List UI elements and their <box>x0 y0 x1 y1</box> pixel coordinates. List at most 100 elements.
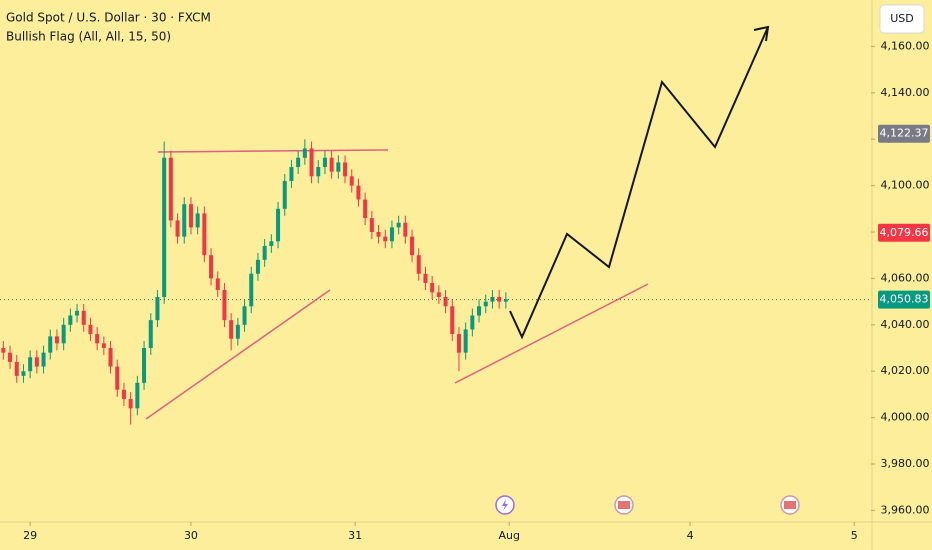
candle-body <box>255 259 260 274</box>
y-tick-label: 4,100.00 <box>881 179 930 192</box>
price-label: 4,050.83 <box>880 293 929 306</box>
candle-body <box>363 199 368 219</box>
candle-body <box>443 296 448 307</box>
candle-body <box>209 255 214 279</box>
price-label-box <box>878 290 930 309</box>
y-tick-label: 4,140.00 <box>881 86 930 99</box>
candle-body <box>61 324 66 344</box>
candle-body <box>356 185 361 200</box>
x-tick-label: 29 <box>23 529 37 542</box>
candle-body <box>289 167 294 181</box>
candle-body <box>108 348 113 367</box>
candle-body <box>376 232 381 237</box>
y-tick-label: 4,000.00 <box>881 411 930 424</box>
candle-body <box>262 245 267 260</box>
y-tick-label: 4,060.00 <box>881 271 930 284</box>
candle-body <box>497 296 502 302</box>
candle-body <box>235 324 240 339</box>
candle-body <box>336 162 341 172</box>
support-line <box>145 289 331 420</box>
candle-body <box>302 148 307 158</box>
candle-body <box>21 371 26 376</box>
projection-path <box>509 26 769 340</box>
candle-body <box>296 157 301 168</box>
candle-body <box>329 157 334 172</box>
candle-body <box>269 241 274 246</box>
candle-body <box>188 204 193 228</box>
candle-body <box>410 236 415 256</box>
candle-body <box>162 157 167 297</box>
projection-arrowhead <box>753 25 770 42</box>
candle-body <box>477 306 482 316</box>
candle-body <box>383 236 388 242</box>
candle-body <box>249 273 254 307</box>
plot <box>1 139 508 425</box>
candle-body <box>369 218 374 232</box>
event-flag <box>618 501 630 509</box>
x-tick-label: 5 <box>851 529 858 542</box>
candle-body <box>28 357 33 372</box>
candle-body <box>416 255 421 274</box>
chart-title: Gold Spot / U.S. Dollar · 30 · FXCM <box>6 11 211 25</box>
y-tick-label: 3,960.00 <box>881 503 930 516</box>
candle-body <box>229 320 234 339</box>
x-tick-label: 31 <box>348 529 362 542</box>
candle-body <box>175 220 180 237</box>
candle-body <box>95 334 100 344</box>
candle-body <box>396 222 401 228</box>
candle-body <box>54 336 59 344</box>
y-tick-label: 3,980.00 <box>881 457 930 470</box>
candle-body <box>128 399 133 409</box>
candle-body <box>450 306 455 335</box>
x-tick-label: 30 <box>184 529 198 542</box>
candle-body <box>316 167 321 177</box>
resistance-line <box>157 149 389 153</box>
x-tick-label: 4 <box>687 529 694 542</box>
candle-body <box>202 213 207 256</box>
candle-body <box>436 292 441 297</box>
currency-label[interactable]: USD <box>890 12 914 25</box>
event-bolt <box>502 499 508 511</box>
candle-body <box>430 283 435 293</box>
candle-body <box>215 278 220 290</box>
candle-body <box>389 227 394 242</box>
candle-body <box>503 299 508 302</box>
indicator-label: Bullish Flag (All, All, 15, 50) <box>6 30 171 44</box>
candle-body <box>282 180 287 209</box>
candle-body <box>135 382 140 409</box>
flag-line <box>454 283 649 384</box>
candle-body <box>81 310 86 325</box>
candle-body <box>68 315 73 325</box>
y-tick-label: 4,160.00 <box>881 39 930 52</box>
candle-body <box>142 348 147 383</box>
candle-body <box>456 334 461 353</box>
candle-body <box>168 157 173 221</box>
candle-body <box>121 389 126 400</box>
candle-body <box>403 222 408 237</box>
candle-body <box>75 310 80 316</box>
candle-body <box>349 176 354 186</box>
candle-body <box>155 296 160 321</box>
y-tick-label: 4,040.00 <box>881 318 930 331</box>
candle-body <box>322 157 327 168</box>
currency-button[interactable] <box>879 4 925 34</box>
x-tick-label: Aug <box>498 529 519 542</box>
candle-body <box>470 315 475 330</box>
candle-body <box>41 352 46 367</box>
candle-body <box>276 208 281 242</box>
candle-body <box>195 213 200 228</box>
candle-body <box>309 148 314 177</box>
event-flag <box>784 501 796 509</box>
candle-body <box>148 320 153 348</box>
candle-body <box>182 204 187 237</box>
candle-body <box>14 361 19 376</box>
price-label: 4,122.37 <box>880 127 929 140</box>
candle-body <box>115 366 120 390</box>
candle-body <box>34 357 39 367</box>
y-tick-label: 4,020.00 <box>881 364 930 377</box>
candle-body <box>222 290 227 321</box>
candle-body <box>242 306 247 325</box>
price-label: 4,079.66 <box>880 226 929 239</box>
